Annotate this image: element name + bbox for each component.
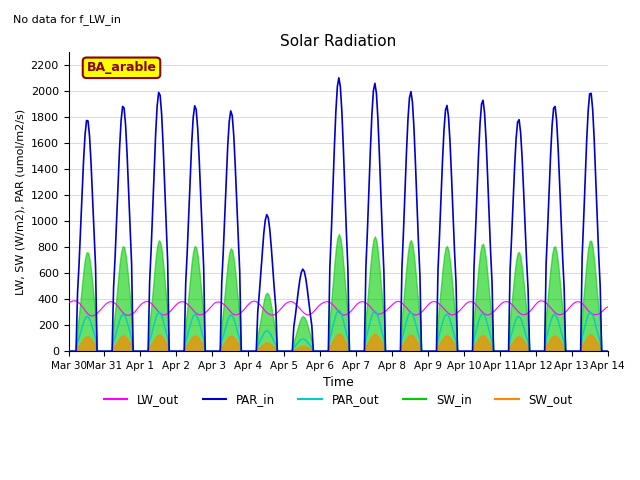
X-axis label: Time: Time bbox=[323, 376, 353, 389]
Y-axis label: LW, SW (W/m2), PAR (umol/m2/s): LW, SW (W/m2), PAR (umol/m2/s) bbox=[15, 108, 25, 295]
Text: BA_arable: BA_arable bbox=[86, 61, 157, 74]
Text: No data for f_LW_in: No data for f_LW_in bbox=[13, 14, 121, 25]
Legend: LW_out, PAR_in, PAR_out, SW_in, SW_out: LW_out, PAR_in, PAR_out, SW_in, SW_out bbox=[99, 389, 577, 411]
Title: Solar Radiation: Solar Radiation bbox=[280, 34, 396, 49]
